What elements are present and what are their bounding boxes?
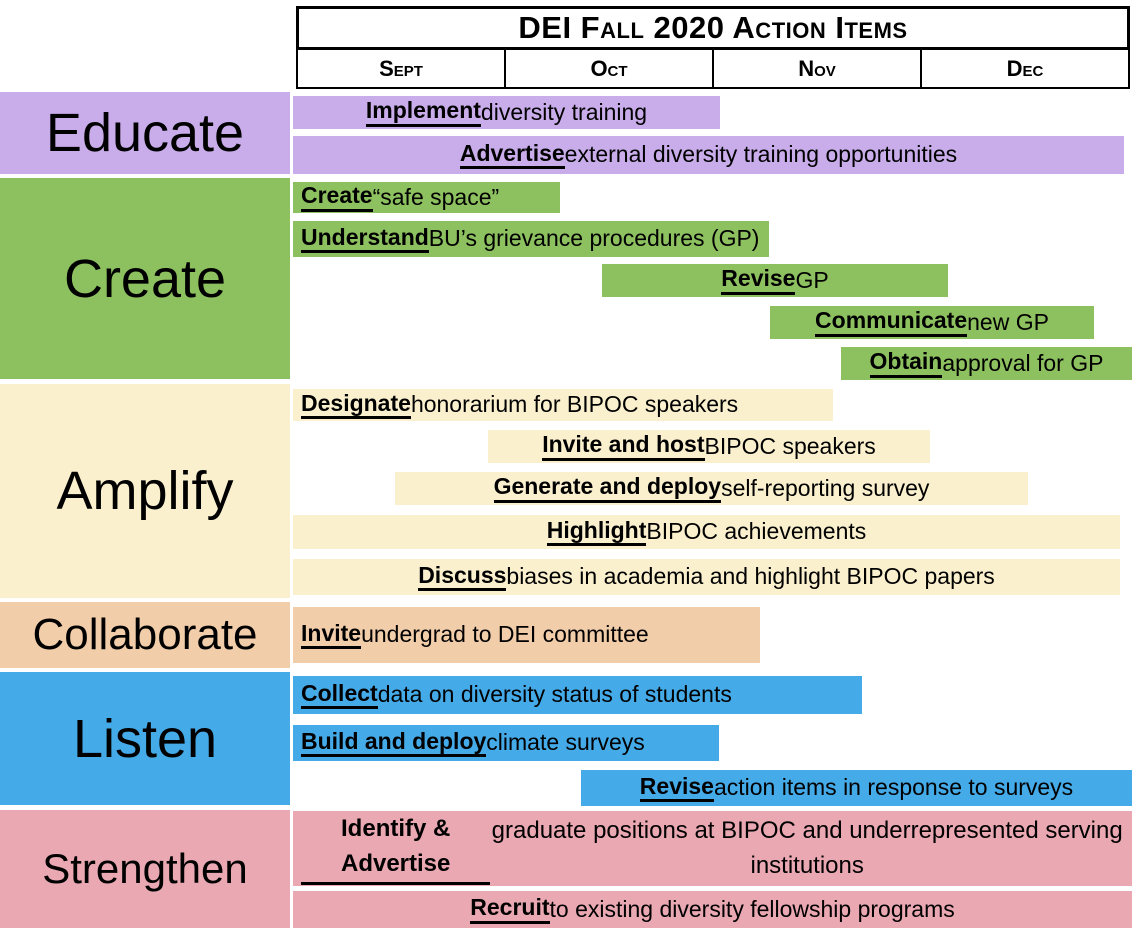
task-bar-advertise: Advertise external diversity training op… — [293, 136, 1124, 174]
task-bar-generate-and-deploy: Generate and deploy self-reporting surve… — [395, 472, 1028, 505]
task-bar-revise: Revise action items in response to surve… — [581, 770, 1132, 806]
task-bar-understand: Understand BU’s grievance procedures (GP… — [293, 221, 770, 257]
task-lead-text: Obtain — [869, 349, 943, 378]
category-label-collaborate: Collaborate — [0, 602, 290, 668]
task-bar-highlight: Highlight BIPOC achievements — [293, 515, 1120, 549]
task-bar-discuss: Discuss biases in academia and highlight… — [293, 559, 1120, 595]
task-bar-invite-and-host: Invite and host BIPOC speakers — [488, 430, 930, 463]
category-label-create: Create — [0, 178, 290, 379]
month-header-row: Sept Oct Nov Dec — [296, 50, 1130, 89]
month-header-oct: Oct — [506, 50, 714, 87]
task-rest-text: to existing diversity fellowship program… — [549, 895, 955, 922]
task-bar-revise: Revise GP — [602, 264, 948, 297]
task-rest-text: self-reporting survey — [721, 474, 930, 501]
task-lead-text: Invite and host — [542, 432, 705, 461]
task-lead-text: Invite — [301, 620, 362, 650]
month-header-dec: Dec — [1006, 55, 1044, 81]
task-rest-text: external diversity training opportunitie… — [564, 141, 958, 168]
task-rest-text: BU’s grievance procedures (GP) — [428, 225, 760, 252]
category-label-amplify: Amplify — [0, 384, 290, 598]
task-bar-collect: Collect data on diversity status of stud… — [293, 676, 862, 714]
month-header-nov: Nov — [714, 50, 922, 87]
task-lead-text: Designate — [301, 390, 411, 420]
task-rest-text: “safe space” — [372, 183, 500, 210]
task-lead-text: Recruit — [470, 895, 550, 924]
task-rest-text: climate surveys — [486, 729, 645, 756]
category-label-listen: Listen — [0, 672, 290, 805]
task-rest-text: biases in academia and highlight BIPOC p… — [506, 563, 995, 590]
task-bar-communicate: Communicate new GP — [770, 306, 1094, 339]
task-lead-text: Identify & Advertise — [301, 812, 491, 885]
task-bar-obtain: Obtain approval for GP — [841, 347, 1132, 380]
task-rest-text: approval for GP — [942, 349, 1104, 376]
task-lead-text: Revise — [721, 266, 796, 295]
task-bar-designate: Designate honorarium for BIPOC speakers — [293, 389, 833, 421]
task-rest-text: honorarium for BIPOC speakers — [410, 391, 739, 418]
task-lead-text: Collect — [301, 680, 378, 710]
task-bar-recruit: Recruit to existing diversity fellowship… — [293, 891, 1132, 928]
task-rest-text: undergrad to DEI committee — [361, 621, 649, 648]
category-label-educate: Educate — [0, 92, 290, 174]
task-bar-implement: Implement diversity training — [293, 96, 720, 129]
task-lead-text: Highlight — [546, 517, 647, 547]
task-lead-text: Advertise — [459, 140, 565, 170]
month-header-sept: Sept — [298, 50, 506, 87]
task-bar-invite: Invite undergrad to DEI committee — [293, 607, 760, 663]
task-lead-text: Generate and deploy — [493, 474, 722, 503]
task-rest-text: GP — [795, 266, 829, 293]
slide-title: DEI Fall 2020 Action Items — [296, 6, 1130, 50]
task-lead-text: Communicate — [815, 308, 968, 337]
task-lead-text: Revise — [639, 773, 714, 803]
task-lead-text: Discuss — [418, 562, 507, 592]
task-rest-text: new GP — [967, 308, 1049, 335]
task-rest-text: action items in response to surveys — [713, 774, 1074, 801]
task-bar-create: Create “safe space” — [293, 182, 560, 213]
task-rest-text: data on diversity status of students — [377, 681, 732, 708]
task-bar-build-and-deploy: Build and deploy climate surveys — [293, 725, 719, 761]
task-lead-text: Understand — [301, 224, 429, 254]
task-rest-text: graduate positions at BIPOC and underrep… — [491, 816, 1123, 879]
task-lead-text: Build and deploy — [301, 728, 487, 758]
task-rest-text: diversity training — [480, 98, 648, 125]
task-rest-text: BIPOC achievements — [646, 518, 867, 545]
task-lead-text: Implement — [365, 98, 481, 127]
task-bar-identify-advertise: Identify & Advertise graduate positions … — [293, 811, 1132, 886]
task-lead-text: Create — [301, 183, 373, 212]
task-rest-text: BIPOC speakers — [704, 432, 876, 459]
category-label-strengthen: Strengthen — [0, 810, 290, 928]
